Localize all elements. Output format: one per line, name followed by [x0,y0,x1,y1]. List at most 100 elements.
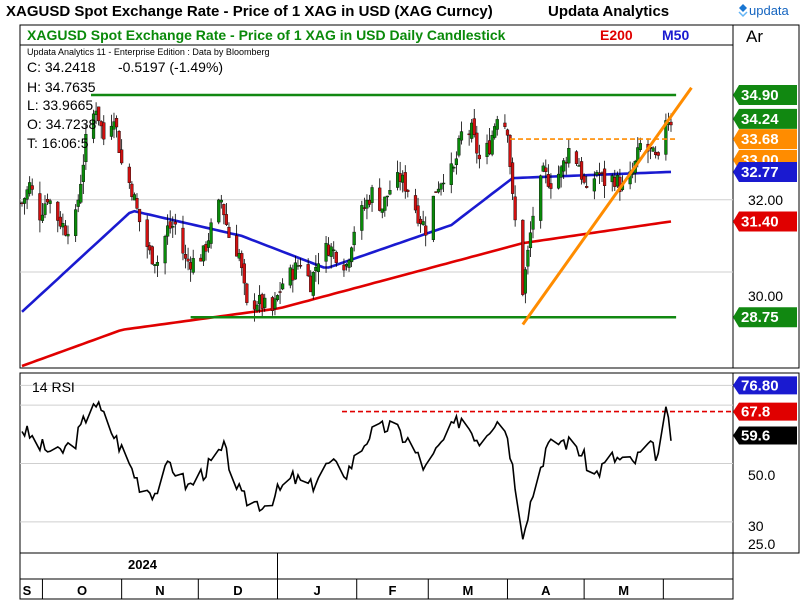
candle [242,258,246,296]
rsi-tag-label: 76.80 [741,377,779,394]
candle [449,152,453,194]
updata-logo-icon [738,4,748,18]
candle [30,178,34,196]
candle [439,182,443,196]
rsi-tick-25: 25.0 [748,536,775,552]
candle [224,203,229,226]
candle [127,163,131,189]
candle [582,173,586,185]
candle [567,138,571,168]
candle [556,165,561,190]
candle [562,158,566,179]
rsi-tags: 76.80 67.8 59.6 [733,376,797,445]
candle [38,181,42,233]
price-tag: 31.40 [733,211,797,232]
candle [579,156,584,185]
price-tag: 34.90 [733,84,797,105]
candle [66,225,70,245]
candle [61,213,65,236]
candle [171,216,175,238]
candle [273,292,277,316]
month-label: S [23,583,32,598]
legend-m50: M50 [662,27,689,43]
candle [334,250,338,267]
open-value: O: 34.7238 [27,116,96,132]
candle [441,174,446,192]
candle [163,234,167,275]
candle [475,125,479,164]
candle [81,154,85,194]
info-block: Updata Analytics 11 - Enterprise Edition… [27,47,269,151]
candle [306,258,310,278]
candle [114,115,119,138]
e200-line [21,220,672,368]
candle [457,135,461,158]
edition-text: Updata Analytics 11 - Enterprise Edition… [27,47,269,57]
candle [521,219,525,297]
year-label: 2024 [128,557,158,572]
candle [58,211,62,230]
month-strip [19,578,734,600]
candle [281,278,285,291]
candle [513,185,517,227]
month-label: M [462,583,473,598]
candle [378,178,382,212]
candle [298,258,303,269]
year-strip [19,552,734,580]
candle [493,123,497,140]
chart-subtitle: XAGUSD Spot Exchange Rate - Price of 1 X… [27,27,506,43]
candle [168,210,172,234]
candle [380,208,384,219]
candle [495,115,499,136]
annotation-layer [90,86,693,326]
candle [79,174,83,205]
candle [217,198,221,225]
price-tag: 32.77 [733,161,797,182]
candle [510,157,515,200]
candle [528,221,533,257]
candle [181,215,185,261]
candle [424,216,428,247]
legend-e200: E200 [600,27,633,43]
candle [63,220,68,237]
candle [209,218,213,249]
candle [40,202,45,223]
logo-text: updata [749,3,790,18]
price-tag: 28.75 [733,307,797,328]
candle [505,128,510,143]
candle [477,144,481,169]
candle [651,146,655,152]
month-label: N [155,583,164,598]
candle [84,124,88,170]
month-label: A [541,583,551,598]
month-label: D [233,583,242,598]
rsi-tag-label: 59.6 [741,428,770,445]
candle [370,184,374,212]
candle [329,243,333,269]
candle [454,151,458,175]
candle [245,282,249,306]
candle [388,180,392,196]
candle [91,109,96,144]
candle [166,214,170,245]
header-brand: Updata Analytics [548,3,669,20]
candle [352,226,356,252]
candle [539,174,543,229]
candle [503,114,507,130]
e200-layer [21,220,672,368]
price-tag-label: 31.40 [741,213,779,230]
candle [25,186,29,210]
candle [406,188,410,198]
candle [383,196,387,217]
rsi-tick-30: 30 [748,518,764,534]
candle [173,213,177,235]
price-axis-frame [732,24,800,369]
candle [278,281,282,305]
candle [585,175,589,189]
candle [293,255,297,280]
candle [385,195,389,207]
candle [150,245,154,265]
price-tag-label: 34.90 [741,87,779,104]
candle [559,164,563,188]
